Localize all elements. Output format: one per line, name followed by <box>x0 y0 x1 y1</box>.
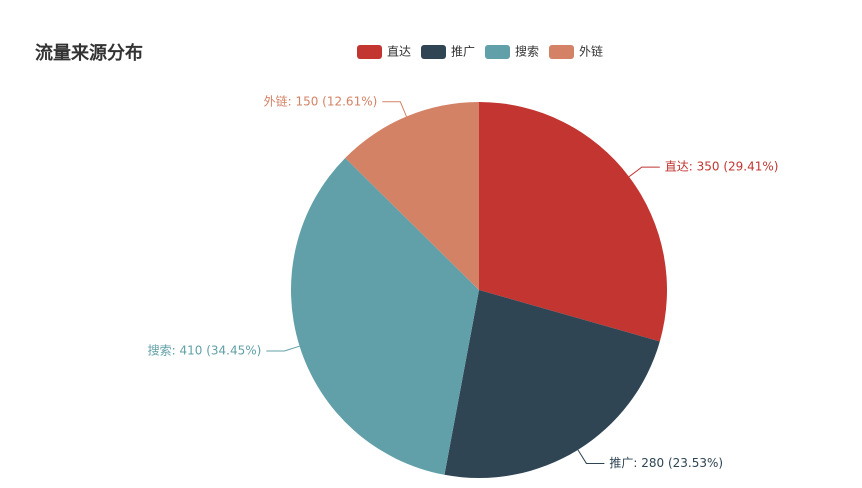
legend-swatch[interactable] <box>549 45 574 59</box>
data-label: 推广: 280 (23.53%) <box>609 456 723 470</box>
legend-label[interactable]: 推广 <box>451 45 475 59</box>
label-line <box>382 101 407 117</box>
pie-slice[interactable] <box>479 102 667 342</box>
pie-slice[interactable] <box>291 157 479 475</box>
data-label: 外链: 150 (12.61%) <box>264 93 378 108</box>
legend-label[interactable]: 直达 <box>387 45 411 59</box>
legend-swatch[interactable] <box>421 45 446 59</box>
label-line <box>266 345 300 352</box>
chart-title: 流量来源分布 <box>35 42 143 64</box>
legend-label[interactable]: 外链 <box>579 44 603 59</box>
data-label: 直达: 350 (29.41%) <box>665 160 779 174</box>
legend-swatch[interactable] <box>357 45 382 59</box>
label-line <box>628 166 660 178</box>
pie-slice[interactable] <box>345 102 479 290</box>
data-label: 搜索: 410 (34.45%) <box>148 342 262 357</box>
legend-label[interactable]: 搜索 <box>515 44 539 59</box>
pie-slice[interactable] <box>444 290 660 478</box>
label-line <box>577 449 605 464</box>
legend-swatch[interactable] <box>485 45 510 59</box>
